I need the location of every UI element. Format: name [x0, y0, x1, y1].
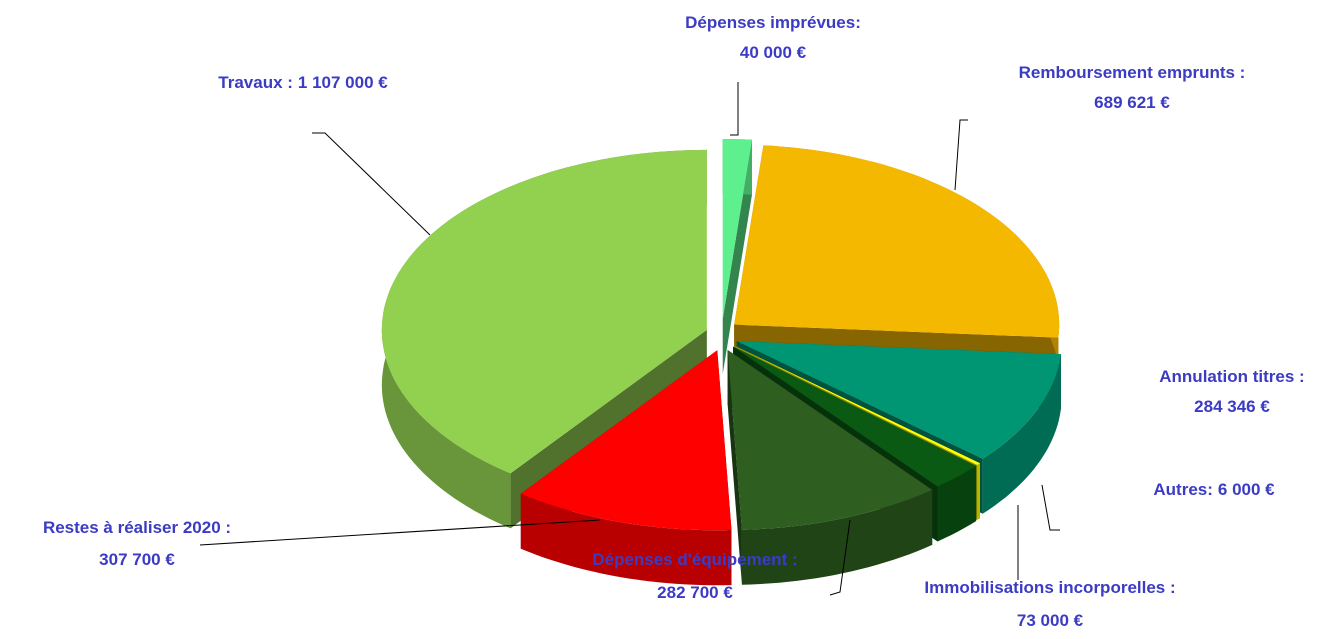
leader-lines: [199, 82, 1060, 596]
slice-wall: [977, 463, 980, 520]
slice: [727, 349, 933, 530]
data-label: Autres: 6 000 €: [1153, 480, 1275, 499]
leader-line: [829, 519, 851, 596]
slice: [736, 341, 1061, 459]
value-label: 282 700 €: [657, 583, 733, 602]
category-label: Immobilisations incorporelles :: [924, 578, 1175, 597]
value-label: 40 000 €: [740, 43, 807, 62]
labels: Dépenses imprévues: 40 000 € Remboursement…: [43, 13, 1305, 630]
slice: [734, 145, 1060, 338]
slice: [381, 149, 707, 474]
slice-side: [727, 349, 742, 585]
value-label: 6 000 €: [1218, 480, 1275, 499]
slice: [734, 345, 980, 465]
leader-line: [1041, 484, 1060, 531]
slice: [733, 346, 977, 487]
slice-wall: [520, 493, 732, 586]
category-label: Dépenses d'équipement :: [592, 550, 797, 569]
leader-line: [312, 132, 431, 236]
leader-line: [954, 119, 968, 191]
leader-line: [199, 519, 601, 546]
leader-line: [730, 82, 739, 136]
value-label: 307 700 €: [99, 550, 175, 569]
slice: [520, 350, 732, 531]
slice-wall: [982, 354, 1061, 514]
category-label: Travaux :: [218, 73, 293, 92]
category-label: Restes à réaliser 2020 :: [43, 518, 231, 537]
data-label: Travaux : 1 107 000 €: [218, 73, 388, 92]
value-label: 689 621 €: [1094, 93, 1170, 112]
value-label: 284 346 €: [1194, 397, 1270, 416]
slice-wall: [937, 466, 977, 542]
slice-side: [722, 139, 752, 375]
value-label: 1 107 000 €: [298, 73, 388, 92]
slice: [722, 139, 752, 320]
category-label: Dépenses imprévues:: [685, 13, 861, 32]
category-label: Annulation titres :: [1159, 367, 1304, 386]
category-label: Autres:: [1153, 480, 1213, 499]
category-label: Remboursement emprunts :: [1019, 63, 1246, 82]
pie: [381, 139, 1061, 586]
slice-wall: [741, 489, 933, 585]
value-label: 73 000 €: [1017, 611, 1084, 630]
